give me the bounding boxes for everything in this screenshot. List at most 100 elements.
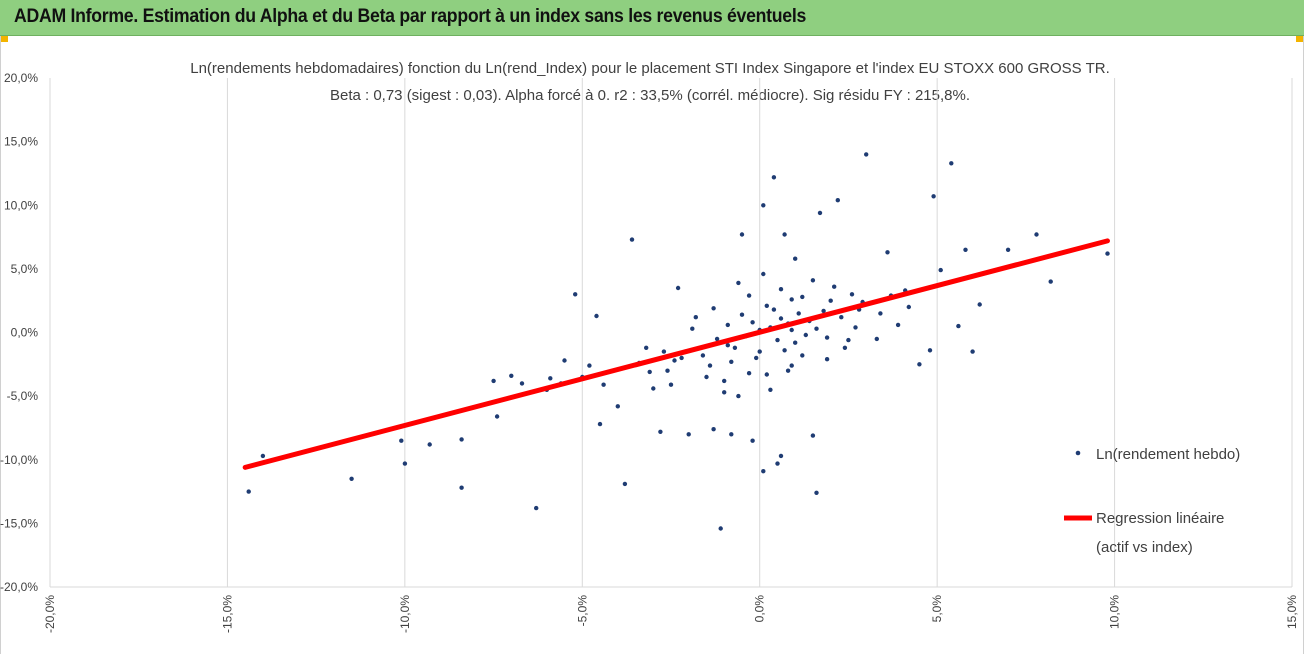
y-tick-label: -20,0%: [0, 580, 38, 594]
data-point: [810, 433, 816, 438]
data-point: [615, 404, 620, 409]
y-tick-label: -10,0%: [0, 453, 38, 467]
data-point: [1105, 251, 1110, 256]
data-point: [725, 343, 730, 348]
data-point: [729, 432, 734, 437]
data-point: [764, 372, 769, 377]
chart-subtitle: Beta : 0,73 (sigest : 0,03). Alpha forcé…: [330, 87, 970, 104]
data-point: [917, 362, 922, 367]
data-point: [824, 335, 830, 340]
data-point: [672, 358, 677, 363]
legend-label-regression: Regression linéaire: [1096, 510, 1224, 527]
data-point: [949, 161, 954, 166]
data-point: [970, 349, 975, 354]
x-tick-label: 0,0%: [753, 595, 767, 623]
x-tick-label: 10,0%: [1108, 595, 1122, 629]
data-point: [771, 307, 777, 312]
data-point: [931, 194, 936, 199]
data-point: [814, 326, 819, 331]
data-point: [729, 359, 734, 364]
data-point: [718, 526, 723, 531]
data-point: [864, 152, 869, 157]
data-point: [597, 421, 603, 427]
data-point: [878, 311, 883, 316]
data-point: [693, 315, 698, 320]
regression-line-group: [242, 238, 1110, 470]
data-point: [260, 453, 266, 459]
data-point: [491, 378, 496, 384]
data-point: [459, 485, 464, 490]
data-point: [761, 203, 766, 208]
data-point: [778, 453, 784, 459]
data-point: [906, 304, 911, 310]
data-point: [796, 311, 801, 316]
data-point: [1048, 279, 1053, 284]
y-tick-label: 20,0%: [4, 71, 38, 85]
report-header: ADAM Informe. Estimation du Alpha et du …: [0, 0, 1304, 36]
scatter-points: [246, 152, 1110, 531]
data-point: [711, 306, 716, 311]
data-point: [459, 437, 464, 442]
data-point: [736, 393, 741, 399]
x-tick-label: -15,0%: [220, 595, 234, 633]
data-point: [349, 476, 354, 481]
y-tick-label: 10,0%: [4, 198, 38, 212]
data-point: [722, 390, 727, 395]
y-tick-label: 15,0%: [4, 135, 38, 149]
gridlines: [49, 78, 1293, 587]
data-point: [785, 368, 791, 373]
data-point: [803, 332, 808, 338]
x-tick-label: -20,0%: [43, 595, 57, 633]
corner-marker-left: [0, 36, 8, 42]
data-point: [739, 312, 745, 317]
data-point: [711, 427, 716, 432]
data-point: [800, 294, 805, 300]
data-point: [782, 232, 787, 237]
data-point: [927, 348, 933, 353]
data-point: [509, 373, 514, 378]
data-point: [824, 357, 830, 362]
data-point: [832, 284, 837, 289]
data-point: [778, 287, 784, 292]
data-point: [874, 336, 879, 342]
data-point: [789, 297, 794, 302]
data-point: [562, 358, 567, 363]
data-point: [629, 237, 635, 242]
data-point: [750, 320, 755, 325]
x-tick-label: 5,0%: [930, 595, 944, 623]
data-point: [768, 387, 773, 392]
data-point: [739, 232, 745, 237]
data-point: [722, 378, 727, 384]
data-point: [732, 345, 738, 350]
corner-marker-right: [1296, 36, 1304, 42]
legend-label-regression-line2: (actif vs index): [1096, 539, 1193, 556]
data-point: [849, 292, 855, 297]
data-point: [690, 326, 695, 331]
x-tick-label: 15,0%: [1285, 595, 1299, 629]
data-point: [793, 256, 798, 261]
data-point: [725, 322, 730, 328]
data-point: [714, 336, 720, 342]
data-point: [644, 345, 649, 350]
data-point: [594, 313, 599, 319]
data-point: [842, 345, 848, 350]
y-tick-label: -5,0%: [7, 389, 39, 403]
y-tick-label: 0,0%: [11, 326, 39, 340]
data-point: [427, 442, 432, 447]
report-title: ADAM Informe. Estimation du Alpha et du …: [14, 6, 807, 27]
chart-title: Ln(rendements hebdomadaires) fonction du…: [190, 60, 1109, 77]
legend-label-points: Ln(rendement hebdo): [1096, 446, 1240, 463]
y-tick-label: 5,0%: [11, 262, 39, 276]
data-point: [246, 489, 251, 494]
data-point: [761, 271, 766, 277]
data-point: [800, 353, 805, 358]
data-point: [895, 322, 901, 328]
data-point: [885, 250, 890, 255]
data-point: [519, 381, 525, 386]
x-tick-label: -10,0%: [398, 595, 412, 633]
data-point: [665, 368, 670, 373]
data-point: [587, 363, 592, 368]
legend-marker-points: [1075, 450, 1081, 456]
data-point: [839, 315, 844, 320]
